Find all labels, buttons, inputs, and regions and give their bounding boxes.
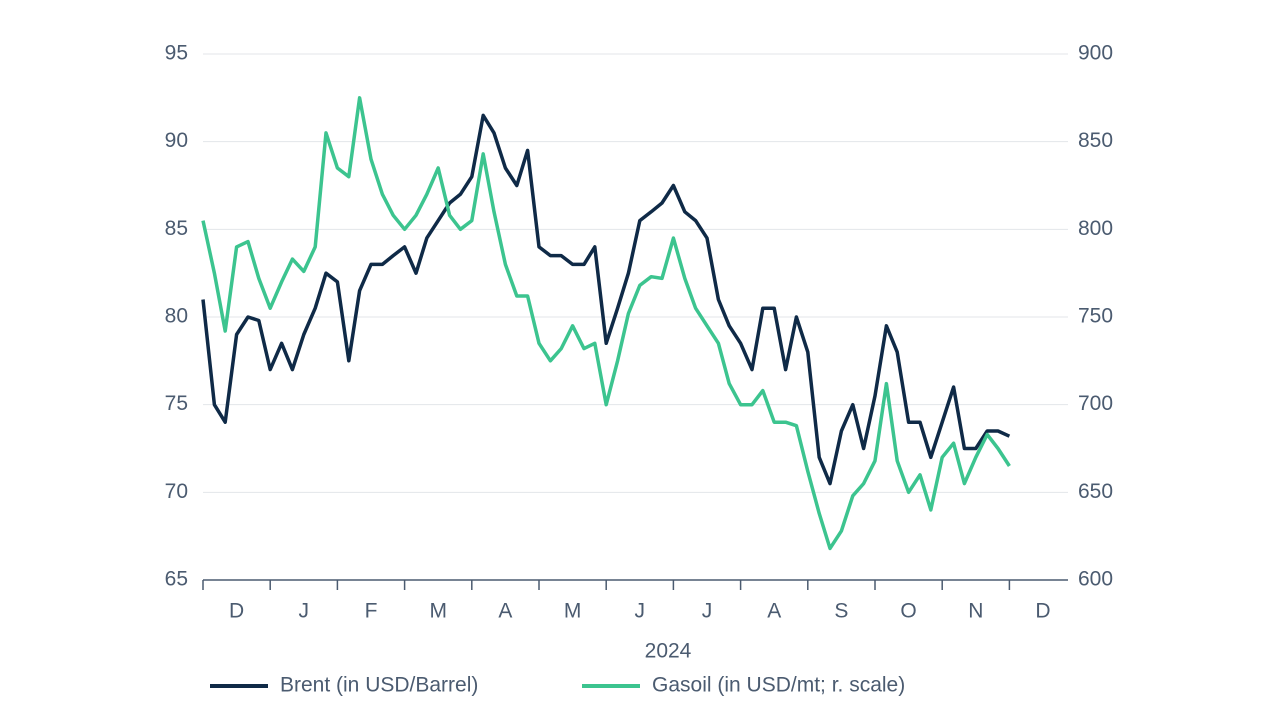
x-tick-label: O [900,600,916,623]
x-tick-label: J [635,600,646,623]
x-tick-label: D [229,600,244,623]
line-series [201,96,1011,551]
y2-tick-label: 900 [1078,42,1113,65]
x-tick-label: A [767,600,781,623]
x-tick-label: M [564,600,582,623]
x-tick-label: S [834,600,848,623]
y-tick-label: 65 [165,568,188,591]
y-tick-label: 85 [165,217,188,240]
y2-tick-label: 600 [1078,568,1113,591]
x-tick-label: M [429,600,447,623]
x-tick-label: D [1035,600,1050,623]
x-tick-label: N [968,600,983,623]
y2-tick-label: 850 [1078,129,1113,152]
legend-label: Brent (in USD/Barrel) [280,674,478,697]
y-tick-label: 95 [165,42,188,65]
x-tick-label: A [498,600,512,623]
y-tick-label: 70 [165,480,188,503]
y-tick-label: 90 [165,129,188,152]
y2-tick-label: 700 [1078,392,1113,415]
x-axis-title: 2024 [645,640,692,663]
x-tick-label: F [365,600,378,623]
x-tick-label: J [299,600,310,623]
x-tick-label: J [702,600,713,623]
y-tick-label: 75 [165,392,188,415]
y2-tick-label: 650 [1078,480,1113,503]
y2-tick-label: 750 [1078,305,1113,328]
line-series [201,113,1011,486]
y-tick-label: 80 [165,305,188,328]
legend-label: Gasoil (in USD/mt; r. scale) [652,674,905,697]
y2-tick-label: 800 [1078,217,1113,240]
